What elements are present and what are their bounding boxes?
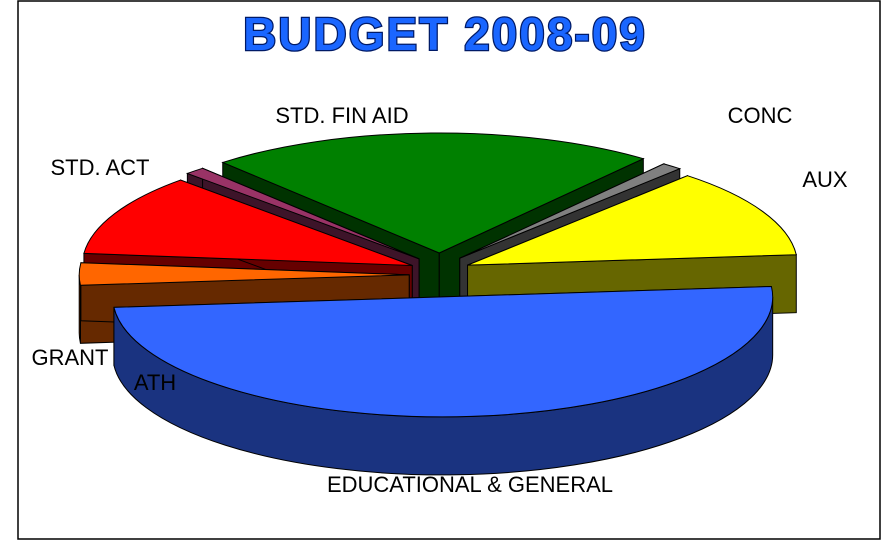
slice-top [185, 167, 420, 260]
slice-top [467, 175, 797, 266]
slice-top [113, 285, 774, 418]
slice-top [83, 179, 413, 266]
slice-label: ATH [134, 370, 176, 395]
slice [113, 285, 774, 476]
slice-label: STD. FIN AID [275, 103, 408, 128]
slice-label: CONC [728, 103, 793, 128]
slice-top [459, 163, 682, 259]
slice-label: AUX [802, 167, 848, 192]
chart-title: BUDGET 2008-09 [243, 8, 647, 60]
slice-label: STD. ACT [50, 155, 149, 180]
slice-label: EDUCATIONAL & GENERAL [327, 472, 613, 497]
slice-top [221, 132, 645, 254]
slice-top [78, 262, 410, 286]
slice-label: GRANT [32, 345, 109, 370]
